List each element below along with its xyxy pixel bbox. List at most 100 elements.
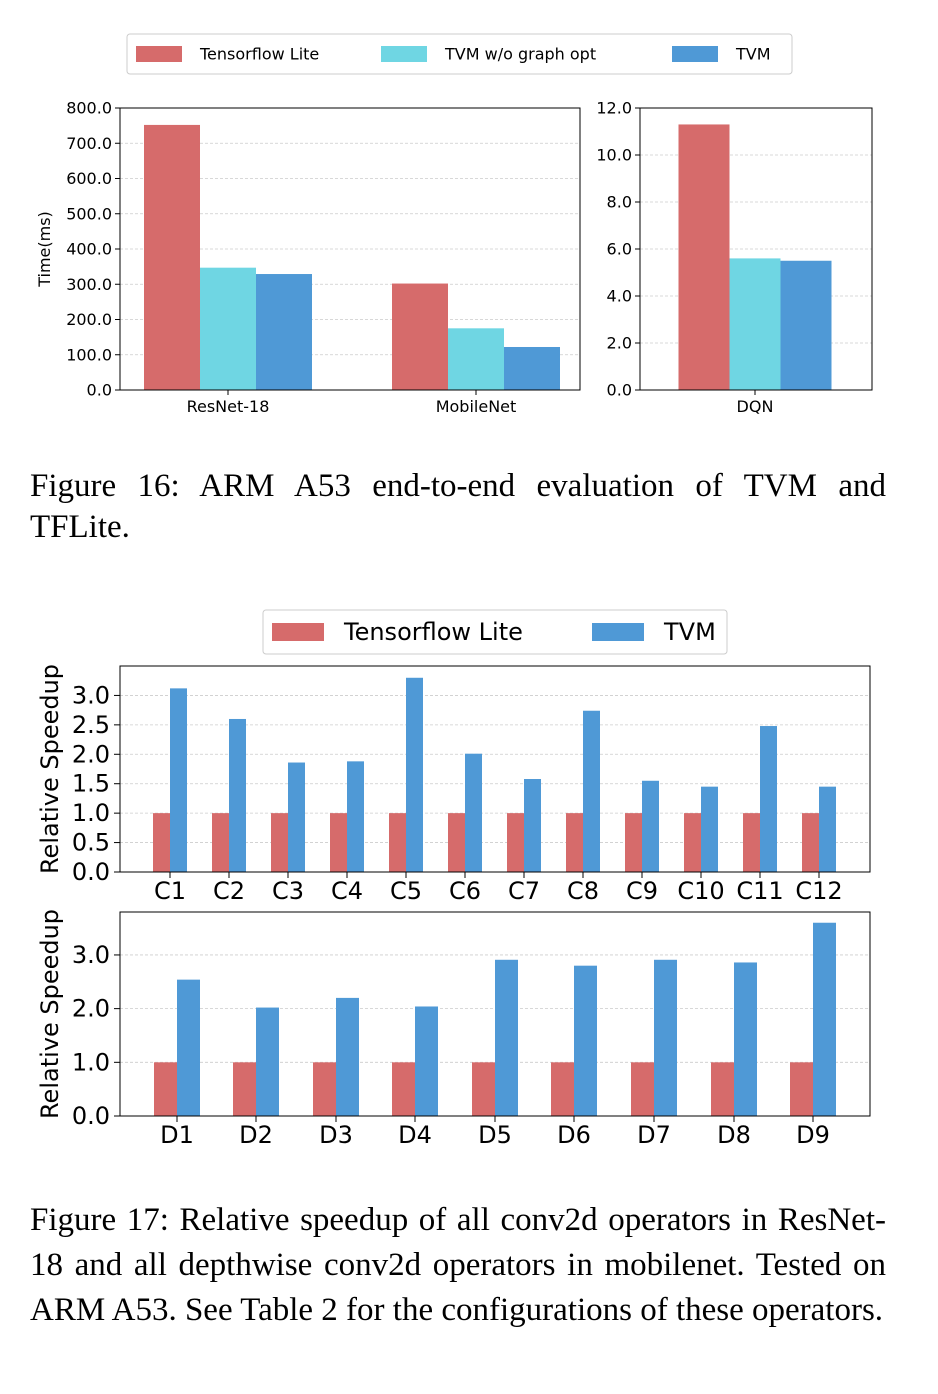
legend-swatch [381, 46, 427, 62]
bar-tvm-d2 [256, 1007, 279, 1116]
legend-swatch [592, 623, 644, 641]
figure-16-caption: Figure 16: ARM A53 end-to-end evaluation… [30, 468, 886, 545]
bar-tvm-dqn [780, 260, 832, 390]
bar-tvm-d5 [495, 959, 518, 1116]
bar-tensorflow-lite-c11 [743, 813, 760, 872]
bar-tensorflow-lite-d6 [551, 1062, 574, 1116]
bar-tensorflow-lite-c12 [802, 813, 819, 872]
bar-tvm-mobilenet [504, 346, 560, 390]
x-tick-label: C3 [272, 877, 304, 905]
legend-box [126, 33, 793, 75]
bar-tvm-d3 [336, 997, 359, 1116]
plot-frame [639, 107, 873, 391]
y-tick-label: 100.0 [66, 345, 112, 364]
y-tick-label: 4.0 [607, 287, 632, 306]
plot-frame [119, 911, 871, 1117]
bar-tensorflow-lite-c10 [684, 813, 701, 872]
y-tick-label: 0.5 [72, 829, 110, 857]
y-tick-label: 12.0 [596, 99, 632, 118]
plot-frame [119, 107, 581, 391]
bar-tensorflow-lite-d7 [631, 1062, 654, 1116]
bar-tvm-d4 [415, 1006, 438, 1116]
legend-box [262, 609, 728, 655]
x-tick-label: ResNet-18 [187, 397, 270, 416]
bar-tensorflow-lite-mobilenet [392, 283, 448, 390]
x-tick-label: C7 [508, 877, 540, 905]
x-tick-label: C5 [390, 877, 422, 905]
x-tick-label: D9 [796, 1121, 830, 1149]
figure-17-caption: Figure 17: Relative speedup of all conv2… [30, 1202, 886, 1328]
bar-tensorflow-lite-c3 [271, 813, 288, 872]
bar-tvm-w-o-graph-opt-resnet-18 [200, 267, 256, 390]
y-tick-label: 400.0 [66, 240, 112, 259]
y-axis-label: Time(ms) [35, 211, 54, 288]
bar-tensorflow-lite-d3 [313, 1062, 336, 1116]
bar-tensorflow-lite-dqn [678, 124, 730, 390]
x-tick-label: C8 [567, 877, 599, 905]
fig16-left-chart: 0.0 100.0 200.0 300.0 400.0 500.0 600.0 700.0 80… [35, 99, 581, 416]
y-tick-label: 10.0 [596, 146, 632, 165]
bar-tvm-resnet-18 [256, 274, 312, 390]
y-tick-label: 8.0 [607, 193, 632, 212]
bar-tensorflow-lite-resnet-18 [144, 124, 200, 391]
bar-tvm-d1 [177, 979, 200, 1116]
y-tick-label: 500.0 [66, 204, 112, 223]
bar-tensorflow-lite-d1 [154, 1062, 177, 1116]
x-tick-label: C10 [677, 877, 724, 905]
x-tick-label: C6 [449, 877, 481, 905]
bar-tensorflow-lite-c4 [330, 813, 347, 872]
bar-tvm-c5 [406, 677, 423, 872]
bar-tvm-c10 [701, 786, 718, 872]
x-tick-label: C12 [795, 877, 842, 905]
bar-tensorflow-lite-d2 [233, 1062, 256, 1116]
y-tick-label: 2.5 [72, 711, 110, 739]
y-tick-label: 0.0 [607, 381, 632, 400]
y-tick-label: 0.0 [72, 1102, 110, 1130]
x-tick-label: D2 [239, 1121, 273, 1149]
legend-label: TVM [735, 45, 771, 64]
legend-swatch [672, 46, 718, 62]
y-tick-label: 0.0 [87, 381, 112, 400]
y-tick-label: 1.0 [72, 799, 110, 827]
bar-tensorflow-lite-d5 [472, 1062, 495, 1116]
bar-tvm-c8 [583, 710, 600, 872]
bar-tvm-c11 [760, 726, 777, 872]
y-tick-label: 2.0 [72, 740, 110, 768]
y-tick-label: 0.0 [72, 858, 110, 886]
x-tick-label: C4 [331, 877, 363, 905]
bar-tvm-c7 [524, 779, 541, 872]
bar-tensorflow-lite-c5 [389, 813, 406, 872]
bar-tvm-d8 [734, 962, 757, 1116]
fig16-legend: Tensorflow Lite TVM w/o graph opt TVM [126, 33, 793, 75]
bar-tvm-c3 [288, 762, 305, 872]
y-axis-label: Relative Speedup [36, 664, 64, 874]
y-tick-label: 300.0 [66, 275, 112, 294]
y-tick-label: 2.0 [72, 995, 110, 1023]
bar-tvm-c6 [465, 753, 482, 872]
x-tick-label: C1 [154, 877, 186, 905]
bar-tvm-c9 [642, 780, 659, 872]
legend-swatch [136, 46, 182, 62]
legend-label: Tensorflow Lite [199, 45, 319, 64]
bar-tvm-c4 [347, 761, 364, 872]
y-tick-label: 1.5 [72, 770, 110, 798]
y-tick-label: 200.0 [66, 310, 112, 329]
fig17-top-chart: 0.00.51.01.52.02.53.0 C1 C2 C3 C4 C5 C6 C7 C8 C9 C… [36, 664, 871, 905]
bar-tensorflow-lite-c1 [153, 813, 170, 872]
x-tick-label: D3 [319, 1121, 353, 1149]
y-tick-label: 2.0 [607, 334, 632, 353]
x-tick-label: DQN [737, 397, 774, 416]
x-tick-label: C11 [736, 877, 783, 905]
bar-tensorflow-lite-d9 [790, 1062, 813, 1116]
y-tick-label: 6.0 [607, 240, 632, 259]
bar-tensorflow-lite-d8 [711, 1062, 734, 1116]
fig16-right-chart: 0.0 2.0 4.0 6.0 8.0 10.0 12.0 DQN [596, 99, 873, 416]
x-tick-label: MobileNet [436, 397, 517, 416]
y-axis-label: Relative Speedup [36, 909, 64, 1119]
fig17-legend: Tensorflow Lite TVM [262, 609, 728, 655]
legend-label: Tensorflow Lite [343, 618, 523, 646]
y-tick-label: 3.0 [72, 941, 110, 969]
fig17-bottom-chart: 0.0 1.0 2.0 3.0 D1 D2 D3 D4 D5 D6 D7 D8 D9 Relative S… [36, 909, 871, 1149]
x-tick-label: D4 [398, 1121, 432, 1149]
